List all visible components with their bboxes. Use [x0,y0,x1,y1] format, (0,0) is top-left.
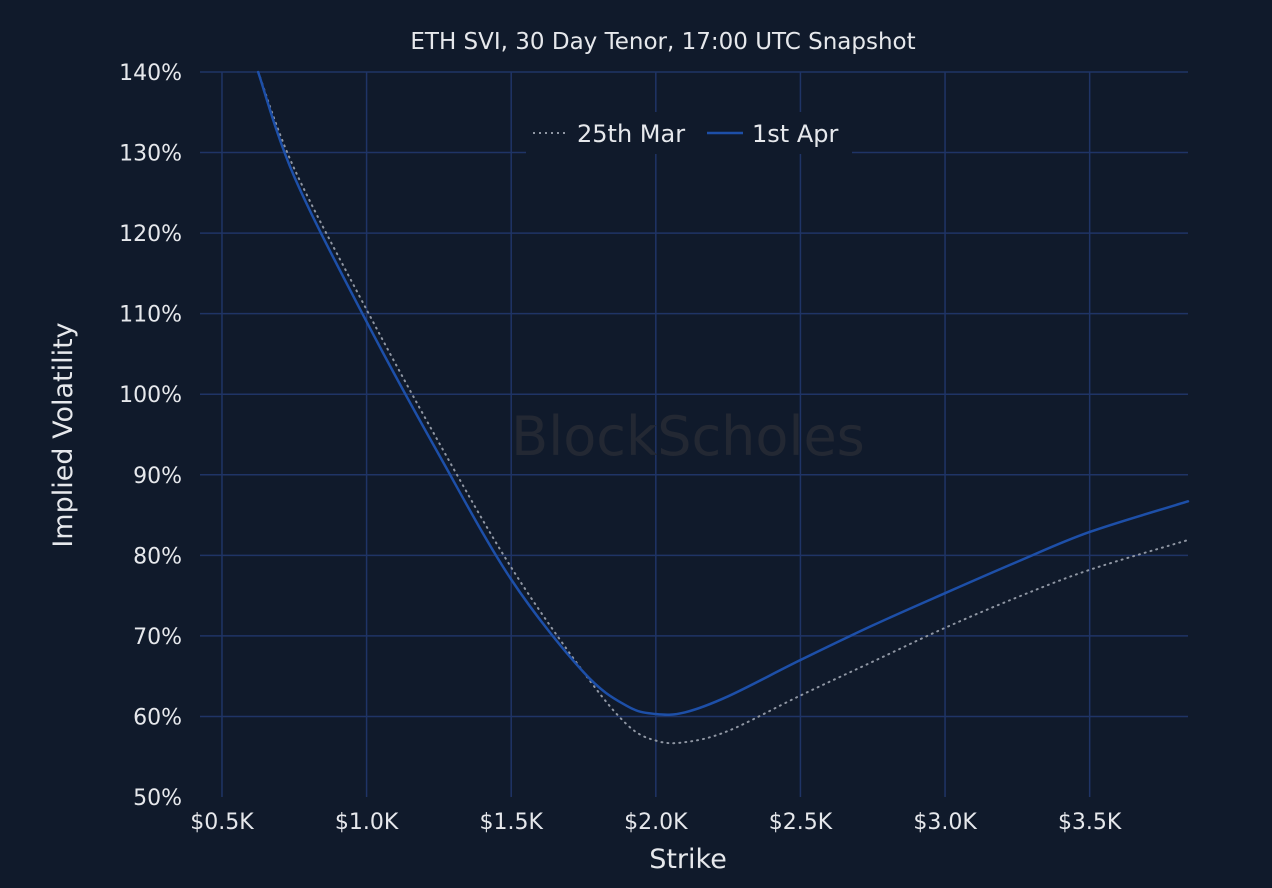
y-tick-label: 130% [119,142,182,167]
x-axis-label: Strike [649,844,727,875]
legend-label-25th-mar[interactable]: 25th Mar [577,120,685,148]
x-tick-label: $2.0K [624,810,688,835]
grid [200,71,1188,797]
series-line-1st-apr [256,70,1190,717]
legend-background [526,112,852,154]
y-tick-label: 140% [119,61,182,86]
series-line-25th-mar [257,71,1189,745]
watermark: BlockScholes [511,405,865,468]
x-tick-label: $2.5K [769,810,833,835]
series-group [256,70,1190,745]
legend[interactable]: 25th Mar 1st Apr [526,112,852,154]
x-tick-label: $0.5K [190,810,254,835]
y-tick-label: 80% [133,544,182,569]
legend-label-1st-apr[interactable]: 1st Apr [752,120,838,148]
y-tick-label: 50% [133,786,182,811]
y-axis-ticks: 50% 60% 70% 80% 90% 100% 110% 120% 130% 140% [119,61,182,811]
x-axis-ticks: $0.5K $1.0K $1.5K $2.0K $2.5K $3.0K $3.5K [190,810,1122,835]
chart-title: ETH SVI, 30 Day Tenor, 17:00 UTC Snapsho… [410,29,915,55]
y-tick-label: 100% [119,383,182,408]
y-tick-label: 110% [119,303,182,328]
x-tick-label: $1.0K [335,810,399,835]
y-tick-label: 90% [133,464,182,489]
y-tick-label: 60% [133,705,182,730]
x-tick-label: $1.5K [479,810,543,835]
y-tick-label: 70% [133,625,182,650]
y-axis-label: Implied Volatility [48,322,79,547]
y-tick-label: 120% [119,222,182,247]
x-tick-label: $3.0K [913,810,977,835]
x-tick-label: $3.5K [1058,810,1122,835]
